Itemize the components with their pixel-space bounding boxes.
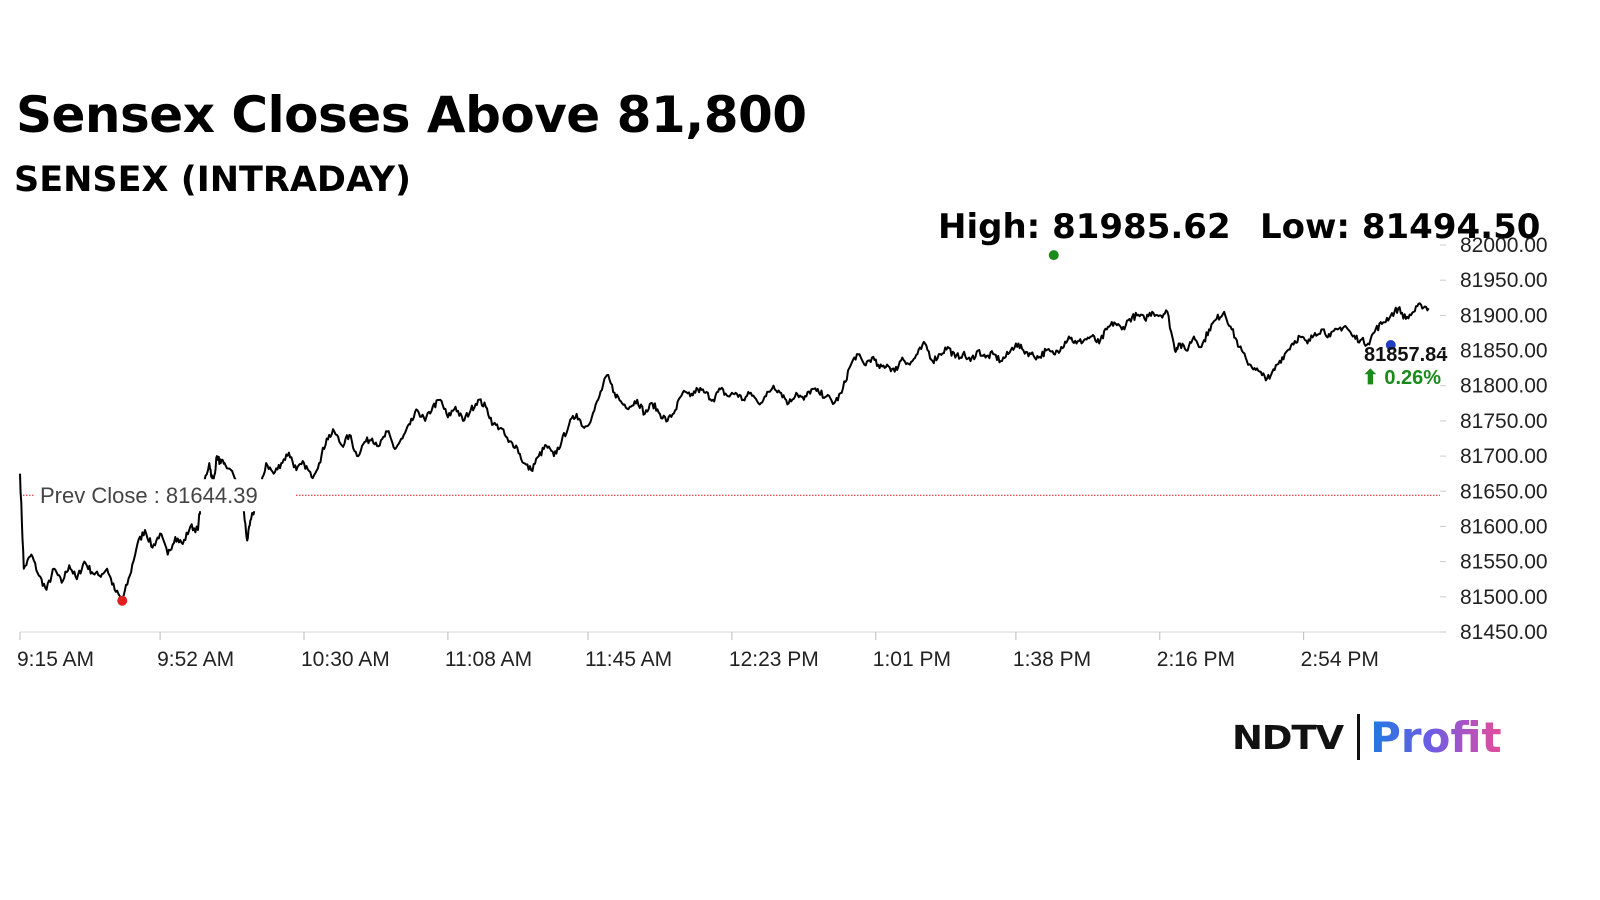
high-marker [1048, 250, 1059, 261]
chart-subtitle: SENSEX (INTRADAY) [14, 160, 412, 200]
y-axis: 81450.00 81500.00 81550.00 81600.00 81650.00… [1440, 234, 1548, 644]
series-line-sensex [19, 302, 1430, 602]
last-price-label: 81857.84 [1364, 344, 1448, 366]
y-tick-label: 81800.00 [1460, 375, 1548, 398]
x-tick-label: 2:54 PM [1301, 648, 1379, 671]
prev-close-label-bg [34, 479, 296, 512]
x-tick-label: 1:38 PM [1013, 648, 1091, 671]
prev-close-label: Prev Close : 81644.39 [40, 483, 258, 508]
logo-divider [1357, 714, 1361, 760]
high-label: High: 81985.62 [938, 207, 1231, 247]
x-tick-label: 1:01 PM [873, 648, 951, 671]
low-marker [117, 595, 128, 606]
y-tick-label: 81650.00 [1460, 480, 1548, 503]
y-tick-label: 82000.00 [1460, 234, 1548, 257]
low-label: Low: 81494.50 [1260, 207, 1540, 247]
y-tick-label: 81450.00 [1460, 621, 1548, 644]
x-axis: 9:15 AM 9:52 AM 10:30 AM 11:08 AM 11:45 AM 12… [17, 631, 1440, 671]
chart-title: Sensex Closes Above 81,800 [16, 86, 807, 144]
change-percent-value: 0.26% [1384, 367, 1441, 389]
x-tick-label: 9:15 AM [17, 648, 94, 671]
last-price-marker [1385, 340, 1396, 351]
x-tick-label: 9:52 AM [157, 648, 234, 671]
y-tick-label: 81900.00 [1460, 304, 1548, 327]
up-arrow-icon: ⬆ [1362, 367, 1384, 389]
x-tick-label: 11:45 AM [585, 648, 672, 671]
y-tick-label: 81700.00 [1460, 445, 1548, 468]
y-tick-label: 81850.00 [1460, 340, 1548, 363]
x-tick-label: 11:08 AM [445, 648, 532, 671]
ndtv-profit-logo: NDTV Profit [1232, 712, 1502, 762]
x-tick-label: 2:16 PM [1157, 648, 1235, 671]
y-tick-label: 81500.00 [1460, 586, 1548, 609]
y-tick-label: 81950.00 [1460, 269, 1548, 292]
change-percent-label: ⬆ 0.26% [1362, 367, 1441, 389]
logo-profit-text: Profit [1370, 712, 1502, 762]
x-tick-label: 12:23 PM [729, 648, 819, 671]
x-tick-label: 10:30 AM [301, 648, 390, 671]
y-tick-label: 81550.00 [1460, 551, 1548, 574]
y-tick-label: 81600.00 [1460, 515, 1548, 538]
logo-ndtv-text: NDTV [1232, 717, 1344, 757]
y-tick-label: 81750.00 [1460, 410, 1548, 433]
